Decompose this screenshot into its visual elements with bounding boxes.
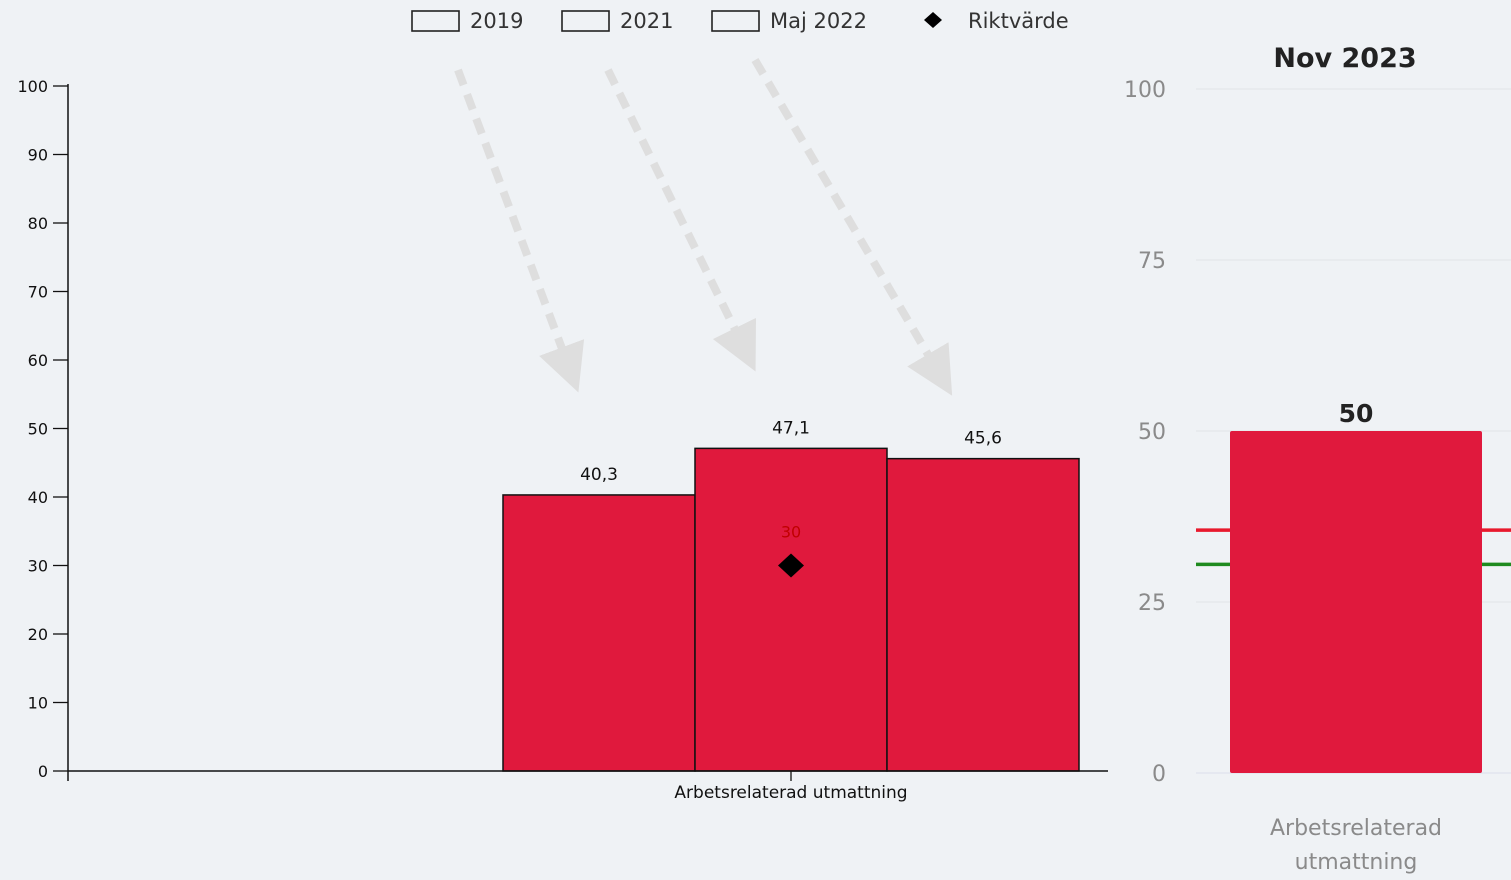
left-bar-2019 (502, 494, 696, 772)
right-bar (1230, 431, 1482, 773)
left-bar-value-label: 40,3 (580, 465, 618, 485)
left-y-tick-label: 100 (17, 77, 48, 96)
left-y-tick-label: 40 (28, 488, 48, 507)
target-diamond-marker (778, 553, 804, 578)
left-y-tick-label: 0 (38, 762, 48, 781)
legend-label-4: Riktvärde (968, 9, 1069, 33)
left-bar-value-label: 47,1 (772, 418, 810, 438)
dashed-arrow-1 (454, 68, 585, 393)
right-category-label-line-1: Arbetsrelaterad (1270, 816, 1442, 841)
legend-label-2: 2021 (620, 9, 673, 33)
right-bar-value-label: 50 (1339, 399, 1374, 428)
right-y-tick-label: 25 (1138, 591, 1166, 616)
left-y-tick-label: 70 (28, 283, 48, 302)
left-y-tick-label: 20 (28, 625, 48, 644)
legend-label-1: 2019 (470, 9, 523, 33)
left-bar-maj-2022 (886, 457, 1080, 772)
left-category-label: Arbetsrelaterad utmattning (674, 783, 907, 803)
legend-label-3: Maj 2022 (770, 9, 867, 33)
left-bar-value-label: 45,6 (964, 429, 1002, 449)
left-y-tick-label: 80 (28, 214, 48, 233)
dashed-arrow-3 (751, 57, 953, 396)
left-y-tick-label: 60 (28, 351, 48, 370)
legend-swatch-2 (561, 10, 610, 32)
legend-diamond-marker (924, 12, 942, 28)
right-chart-title: Nov 2023 (1273, 43, 1416, 74)
left-bar-2021 (694, 447, 888, 772)
right-y-tick-label: 50 (1138, 420, 1166, 445)
left-y-tick-label: 30 (28, 557, 48, 576)
right-category-label-line-2: utmattning (1295, 850, 1418, 875)
dashed-arrow-2 (604, 68, 757, 372)
right-y-tick-label: 75 (1138, 249, 1166, 274)
legend-swatch-1 (411, 10, 460, 32)
right-y-tick-label: 100 (1124, 78, 1166, 103)
right-y-tick-label: 0 (1152, 762, 1166, 787)
legend-swatch-3 (711, 10, 760, 32)
left-y-tick-label: 90 (28, 146, 48, 165)
target-value-label: 30 (781, 523, 801, 542)
left-y-tick-label: 10 (28, 694, 48, 713)
left-y-tick-label: 50 (28, 420, 48, 439)
